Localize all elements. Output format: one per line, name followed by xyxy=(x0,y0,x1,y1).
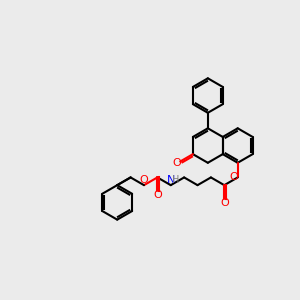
Text: H: H xyxy=(172,175,180,185)
Text: O: O xyxy=(220,198,229,208)
Text: N: N xyxy=(167,175,175,185)
Text: O: O xyxy=(153,190,162,200)
Text: O: O xyxy=(140,175,148,185)
Text: O: O xyxy=(230,172,238,182)
Text: O: O xyxy=(172,158,181,168)
